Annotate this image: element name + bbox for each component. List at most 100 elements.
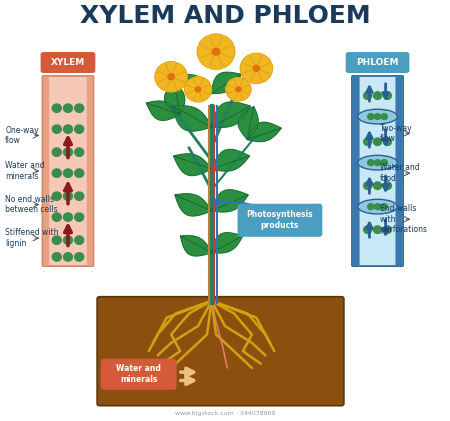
Text: Water and
minerals: Water and minerals [5,161,45,181]
Polygon shape [242,55,256,68]
FancyBboxPatch shape [346,52,410,73]
Polygon shape [251,68,262,83]
FancyBboxPatch shape [396,76,403,266]
Text: Two-way
flow: Two-way flow [380,124,412,143]
Circle shape [364,226,372,234]
Polygon shape [248,122,281,141]
Polygon shape [166,77,177,92]
Polygon shape [171,63,186,77]
Polygon shape [238,107,258,140]
Circle shape [52,148,61,156]
Circle shape [383,226,392,234]
Circle shape [63,236,72,244]
Polygon shape [180,236,212,256]
Polygon shape [174,154,212,176]
Text: Water and
food: Water and food [380,163,419,183]
Circle shape [364,138,372,146]
Polygon shape [251,53,262,68]
Circle shape [383,182,392,189]
Circle shape [374,204,381,210]
Circle shape [374,182,382,189]
Circle shape [381,204,387,210]
Text: PHLOEM: PHLOEM [356,58,399,67]
Circle shape [374,92,382,99]
Circle shape [63,169,72,177]
Polygon shape [212,190,248,212]
FancyBboxPatch shape [43,76,49,266]
Polygon shape [256,63,273,74]
Ellipse shape [358,109,397,124]
Polygon shape [234,77,243,89]
Polygon shape [197,45,216,58]
Circle shape [75,236,84,244]
FancyBboxPatch shape [101,359,176,390]
Circle shape [52,236,61,244]
Circle shape [374,114,381,120]
Circle shape [364,92,372,99]
Polygon shape [242,68,256,82]
Circle shape [52,253,61,261]
Polygon shape [194,89,202,102]
FancyBboxPatch shape [352,76,403,266]
Polygon shape [194,77,202,89]
Polygon shape [198,85,212,93]
Circle shape [63,192,72,200]
Polygon shape [198,78,210,89]
Circle shape [212,48,220,55]
FancyBboxPatch shape [352,76,360,266]
Text: No end walls
between cells: No end walls between cells [5,195,58,214]
Polygon shape [227,89,238,100]
Text: Water and
minerals: Water and minerals [116,364,161,384]
Circle shape [236,87,241,92]
Polygon shape [199,36,216,52]
Circle shape [52,213,61,221]
Polygon shape [234,89,243,101]
Circle shape [383,138,392,146]
Circle shape [75,213,84,221]
Polygon shape [173,106,212,131]
Polygon shape [256,55,271,68]
FancyBboxPatch shape [42,76,94,266]
Ellipse shape [358,199,397,214]
Circle shape [75,253,84,261]
FancyBboxPatch shape [87,76,93,266]
Polygon shape [182,74,211,96]
Circle shape [75,169,84,177]
Polygon shape [157,77,171,91]
Polygon shape [157,63,171,77]
Polygon shape [171,77,186,91]
Polygon shape [212,233,243,253]
Polygon shape [165,81,184,115]
Polygon shape [210,34,222,52]
Circle shape [374,138,382,146]
Polygon shape [216,52,233,68]
FancyBboxPatch shape [40,52,95,73]
Text: End walls
with
perforations: End walls with perforations [380,204,427,234]
Polygon shape [212,149,249,171]
Polygon shape [210,52,222,69]
Circle shape [63,213,72,221]
Polygon shape [212,72,241,93]
Text: Stiffened with
lignin: Stiffened with lignin [5,228,58,248]
Circle shape [381,160,387,165]
Polygon shape [216,45,235,58]
Polygon shape [226,85,239,93]
Circle shape [75,192,84,200]
Circle shape [52,104,61,112]
Circle shape [253,65,260,72]
Polygon shape [238,89,250,100]
FancyBboxPatch shape [238,204,322,237]
Circle shape [364,182,372,189]
Circle shape [52,125,61,133]
Polygon shape [166,62,177,77]
Text: www.bigstock.com · 344078869: www.bigstock.com · 344078869 [175,411,275,416]
Circle shape [368,204,374,210]
FancyBboxPatch shape [97,297,344,406]
Circle shape [63,125,72,133]
Circle shape [195,87,201,92]
Text: Photosynthesis
products: Photosynthesis products [247,210,313,230]
Polygon shape [216,36,233,52]
Text: XYLEM: XYLEM [51,58,85,67]
Polygon shape [184,85,198,93]
Polygon shape [240,63,256,74]
